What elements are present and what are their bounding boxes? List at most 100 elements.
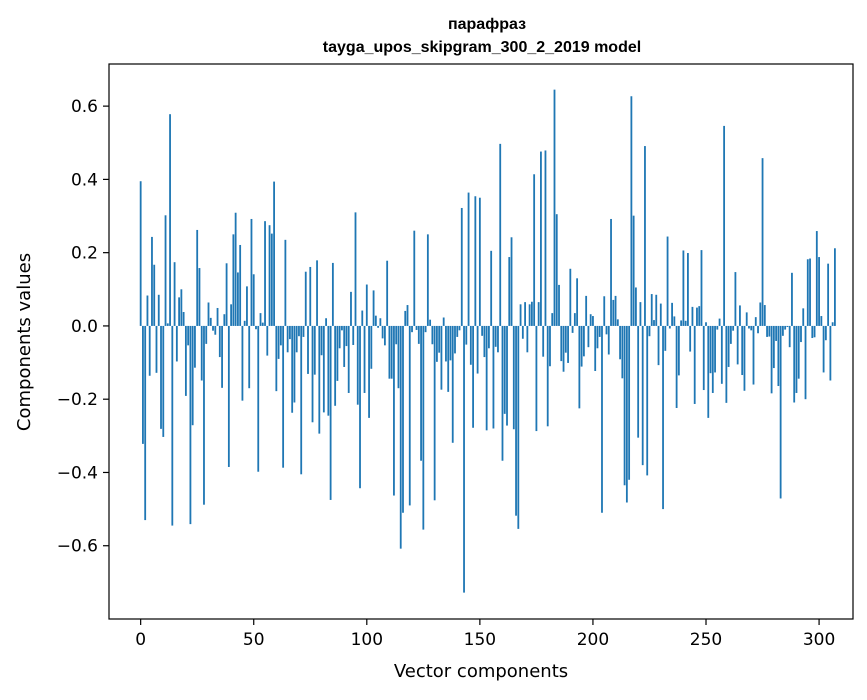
bar-267 xyxy=(743,325,746,391)
bar-9 xyxy=(160,325,162,429)
bar-293 xyxy=(802,308,805,326)
bar-6 xyxy=(153,264,156,326)
bar-258 xyxy=(723,125,726,326)
bar-96 xyxy=(356,325,359,405)
bar-233 xyxy=(666,236,669,326)
bar-173 xyxy=(530,301,533,326)
bar-61 xyxy=(277,325,280,359)
bar-48 xyxy=(248,325,251,389)
bar-106 xyxy=(379,318,382,326)
bar-165 xyxy=(512,325,515,430)
bar-246 xyxy=(696,307,698,326)
x-tick-label-5: 250 xyxy=(690,630,722,650)
bar-203 xyxy=(598,325,601,337)
bar-112 xyxy=(393,325,395,496)
bar-177 xyxy=(540,151,542,326)
bar-181 xyxy=(549,325,551,367)
bar-250 xyxy=(705,322,707,326)
bar-280 xyxy=(772,325,775,369)
bar-230 xyxy=(659,303,662,326)
bar-126 xyxy=(424,325,427,333)
bar-307 xyxy=(834,248,836,326)
bar-2 xyxy=(144,325,147,521)
y-axis-label: Components values xyxy=(14,253,35,431)
bar-274 xyxy=(759,302,762,326)
bar-197 xyxy=(585,295,588,326)
bar-21 xyxy=(187,325,190,346)
bar-55 xyxy=(264,221,266,326)
bar-172 xyxy=(528,304,531,326)
bar-297 xyxy=(811,325,814,339)
bar-22 xyxy=(189,325,192,525)
bar-69 xyxy=(295,325,298,353)
bar-1 xyxy=(142,325,144,444)
y-tick-label-1: −0.4 xyxy=(57,463,98,483)
bar-160 xyxy=(501,325,504,461)
bar-212 xyxy=(619,325,621,360)
bar-229 xyxy=(657,325,660,366)
y-tick-label-3: 0.0 xyxy=(71,317,98,337)
bar-216 xyxy=(628,325,631,480)
x-tick-label-2: 100 xyxy=(351,630,383,650)
bar-252 xyxy=(709,325,712,374)
bar-245 xyxy=(693,325,696,404)
bar-178 xyxy=(542,325,545,357)
bar-136 xyxy=(447,325,450,392)
bar-257 xyxy=(720,325,723,384)
bar-296 xyxy=(809,258,811,326)
bar-129 xyxy=(431,325,434,345)
bar-15 xyxy=(173,262,176,326)
bar-16 xyxy=(175,325,178,362)
bar-156 xyxy=(492,325,495,429)
bar-163 xyxy=(508,257,511,326)
bar-276 xyxy=(763,305,766,326)
bar-25 xyxy=(196,229,199,326)
bar-285 xyxy=(784,325,787,330)
bar-60 xyxy=(275,325,278,392)
bar-234 xyxy=(668,325,671,329)
bar-170 xyxy=(524,302,526,326)
bar-26 xyxy=(198,268,201,326)
bar-228 xyxy=(655,294,658,326)
bar-192 xyxy=(573,313,576,326)
bar-145 xyxy=(467,192,470,326)
bar-137 xyxy=(449,325,452,361)
bar-66 xyxy=(289,325,291,340)
bar-213 xyxy=(621,325,624,379)
bar-239 xyxy=(680,320,683,326)
bar-299 xyxy=(815,231,818,326)
bar-8 xyxy=(157,294,160,326)
bar-98 xyxy=(361,310,364,326)
bar-268 xyxy=(745,312,748,326)
bar-109 xyxy=(386,260,389,326)
bar-259 xyxy=(725,325,728,403)
bar-211 xyxy=(616,319,619,326)
bar-159 xyxy=(499,143,502,326)
bar-144 xyxy=(465,325,468,345)
bar-14 xyxy=(171,325,174,526)
bar-113 xyxy=(395,325,398,345)
bar-87 xyxy=(336,325,339,381)
bar-241 xyxy=(684,320,687,326)
bar-151 xyxy=(481,325,484,336)
bar-164 xyxy=(510,237,513,326)
bar-146 xyxy=(469,325,472,365)
bar-149 xyxy=(476,325,479,374)
bar-298 xyxy=(813,325,816,338)
bar-242 xyxy=(687,253,689,326)
bar-101 xyxy=(368,325,370,418)
bar-300 xyxy=(818,257,820,326)
bar-108 xyxy=(383,325,386,346)
bar-284 xyxy=(781,325,784,336)
bar-154 xyxy=(488,325,490,349)
bar-77 xyxy=(313,325,316,375)
bar-39 xyxy=(227,325,230,467)
bar-273 xyxy=(757,325,759,334)
bar-120 xyxy=(411,325,413,333)
bar-184 xyxy=(555,214,558,326)
bar-93 xyxy=(350,291,352,326)
bar-269 xyxy=(748,325,750,329)
bar-142 xyxy=(460,207,463,326)
bar-168 xyxy=(519,304,522,326)
bar-161 xyxy=(503,325,506,414)
